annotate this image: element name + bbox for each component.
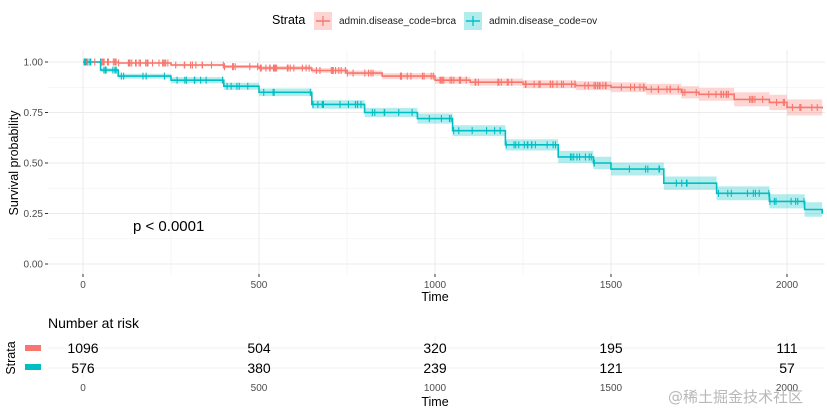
x-tick-label: 0 xyxy=(80,280,86,291)
ci-band-ov xyxy=(83,62,823,221)
risk-value-brca: 195 xyxy=(599,340,623,356)
x-tick-label: 1500 xyxy=(600,280,623,291)
ci-band-brca xyxy=(83,62,823,117)
risk-value-ov: 380 xyxy=(247,360,271,376)
censor-marks xyxy=(83,58,818,205)
x-tick-label: 2000 xyxy=(776,280,799,291)
legend-label-ov: admin.disease_code=ov xyxy=(489,16,597,27)
watermark: @稀土掘金技术社区 xyxy=(668,388,803,406)
risk-value-brca: 1096 xyxy=(67,340,98,356)
p-value-annotation: p < 0.0001 xyxy=(133,218,204,235)
risk-value-ov: 576 xyxy=(71,360,95,376)
y-axis: 0.00 0.25 0.50 0.75 1.00 xyxy=(24,58,48,271)
y-tick-label: 0.25 xyxy=(24,209,44,220)
y-tick-label: 0.75 xyxy=(24,108,44,119)
legend-label-brca: admin.disease_code=brca xyxy=(339,16,456,27)
x-axis: 0 500 1000 1500 2000 xyxy=(80,274,799,291)
risk-table-y-title: Strata xyxy=(4,341,18,374)
legend-title: Strata xyxy=(272,13,305,27)
risk-x-tick-label: 500 xyxy=(251,383,268,394)
y-tick-label: 0.50 xyxy=(24,159,44,170)
confidence-bands xyxy=(83,62,823,221)
risk-table-title: Number at risk xyxy=(48,315,140,331)
risk-value-ov: 57 xyxy=(779,360,795,376)
risk-table-grid xyxy=(48,336,825,378)
x-tick-label: 1000 xyxy=(424,280,447,291)
risk-value-ov: 121 xyxy=(599,360,623,376)
risk-x-tick-label: 1500 xyxy=(600,383,623,394)
risk-table-x-title: Time xyxy=(421,395,448,409)
survival-curve-brca xyxy=(83,61,823,109)
legend-key-brca xyxy=(314,12,332,30)
y-axis-title: Survival probability xyxy=(7,110,21,216)
risk-table: Number at risk Strata 1096 504 320 195 111 57… xyxy=(4,315,825,409)
y-tick-label: 1.00 xyxy=(24,58,44,69)
legend-key-ov xyxy=(464,12,482,30)
risk-x-tick-label: 2000 xyxy=(776,383,799,394)
risk-value-brca: 320 xyxy=(423,340,447,356)
risk-table-x-axis: 0 500 1000 1500 2000 xyxy=(80,383,798,394)
risk-value-brca: 111 xyxy=(776,340,797,356)
risk-x-tick-label: 1000 xyxy=(424,383,447,394)
survival-curve-ov xyxy=(83,61,823,214)
x-tick-label: 500 xyxy=(251,280,268,291)
risk-key-ov xyxy=(25,364,41,370)
legend: Strata admin.disease_code=brca admin.dis… xyxy=(272,12,597,30)
risk-table-values: 1096 504 320 195 111 576 380 239 121 57 xyxy=(67,340,797,376)
plot-grid xyxy=(48,50,825,274)
risk-value-ov: 239 xyxy=(423,360,447,376)
risk-x-tick-label: 0 xyxy=(80,383,86,394)
y-tick-label: 0.00 xyxy=(24,260,44,271)
risk-key-brca xyxy=(25,345,41,351)
risk-value-brca: 504 xyxy=(247,340,271,356)
x-axis-title: Time xyxy=(421,290,448,304)
